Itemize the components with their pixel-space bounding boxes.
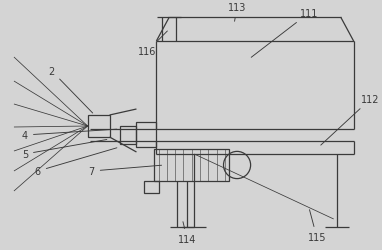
Text: 5: 5: [22, 140, 107, 159]
Text: 111: 111: [251, 9, 318, 58]
Bar: [144, 181, 159, 193]
Bar: [136, 122, 156, 148]
Text: 2: 2: [49, 67, 93, 114]
Bar: [120, 126, 136, 144]
Text: 114: 114: [178, 222, 196, 244]
Text: 113: 113: [228, 3, 246, 22]
Bar: [154, 150, 229, 181]
Text: 112: 112: [321, 94, 380, 146]
Text: 4: 4: [22, 130, 117, 140]
Text: 115: 115: [308, 210, 326, 242]
Text: 6: 6: [35, 148, 117, 176]
Text: 7: 7: [89, 166, 162, 176]
Text: 116: 116: [138, 32, 167, 57]
Bar: [87, 116, 110, 138]
